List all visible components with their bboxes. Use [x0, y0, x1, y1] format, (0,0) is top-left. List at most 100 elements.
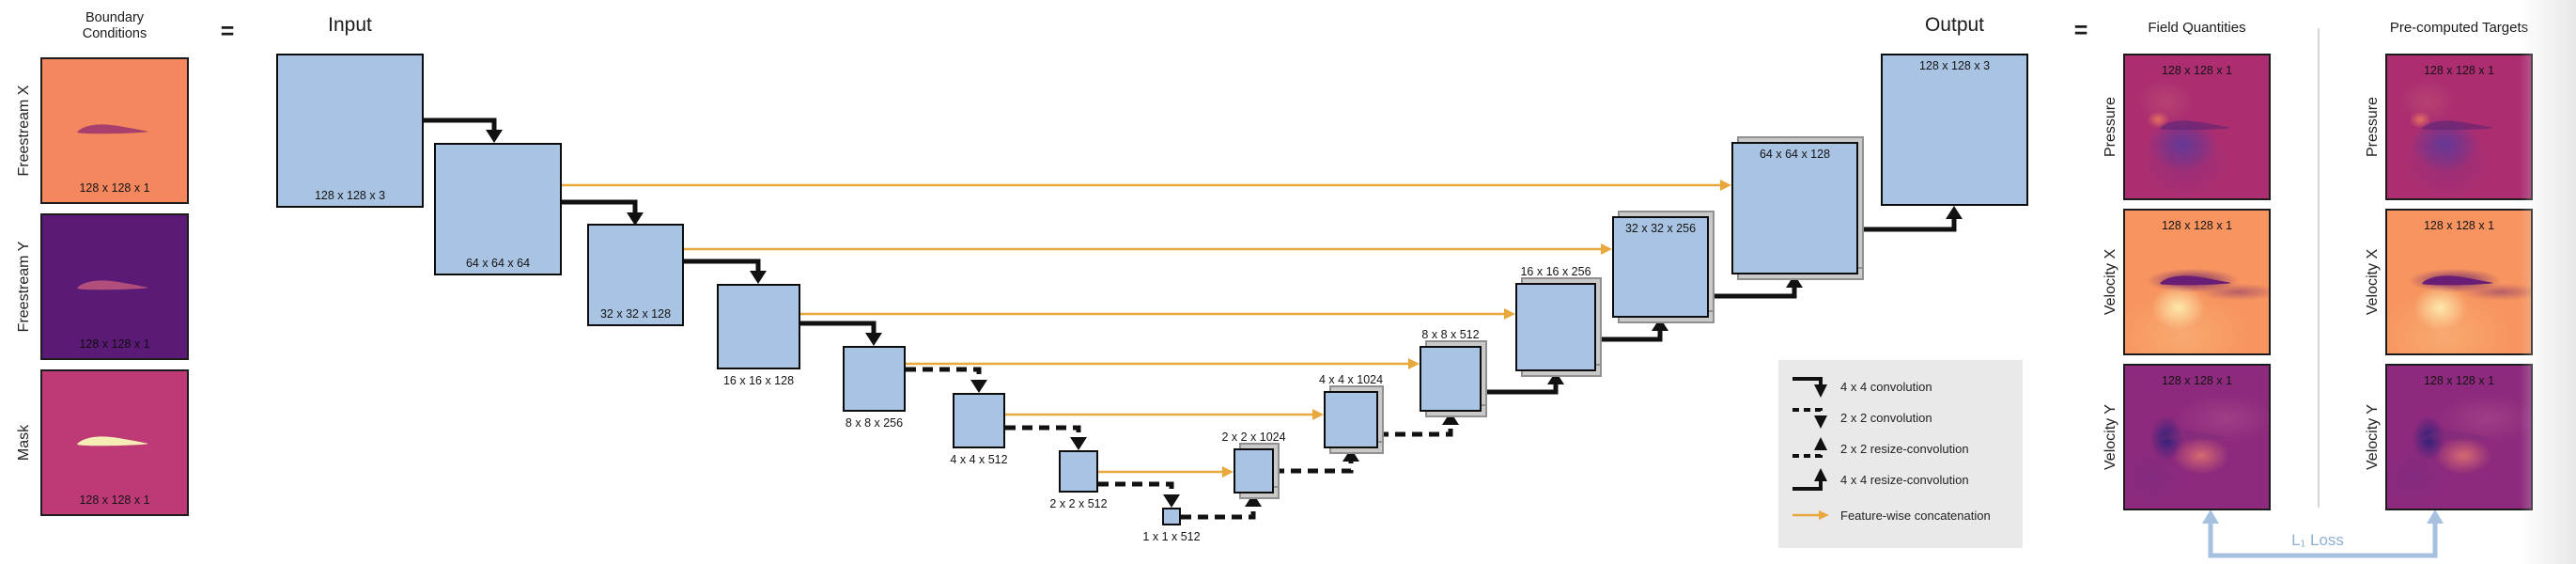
block-face: [587, 224, 684, 326]
unet-block-16x16x256: 16 x 16 x 256: [1515, 265, 1602, 377]
unet-block-64x64x128: 64 x 64 x 128: [1731, 136, 1864, 280]
legend-label: 4 x 4 convolution: [1840, 379, 1932, 394]
legend-item-4x4-convolution: 4 x 4 convolution: [1790, 372, 2023, 400]
legend-box: 4 x 4 convolution 2 x 2 convolution 2 x …: [1778, 360, 2023, 548]
unet-block-4x4x512: 4 x 4 x 512: [950, 393, 1008, 466]
solid-up-arrow-icon: [1792, 468, 1827, 491]
legend-item-2x2-resize-convolution: 2 x 2 resize-convolution: [1790, 434, 2023, 462]
block-dims: 4 x 4 x 1024: [1318, 373, 1384, 386]
unet-block-8x8x512: 8 x 8 x 512: [1420, 328, 1487, 417]
block-dims: 64 x 64 x 128: [1759, 148, 1831, 161]
block-dims: 32 x 32 x 128: [599, 307, 672, 321]
block-face: [1059, 450, 1098, 493]
block-face: [1881, 54, 2028, 206]
unet-block-4x4x1024: 4 x 4 x 1024: [1319, 373, 1384, 454]
unet-block-1x1x512: 1 x 1 x 512: [1142, 508, 1201, 543]
block-face: [1324, 391, 1378, 448]
tile-dims: 128 x 128 x 1: [2423, 64, 2495, 77]
block-face: [843, 346, 906, 412]
block-dims: 4 x 4 x 512: [950, 453, 1008, 466]
airfoil-silhouette: [2421, 430, 2492, 440]
tile-dims: 128 x 128 x 1: [79, 337, 150, 351]
legend-label: 2 x 2 convolution: [1840, 410, 1932, 425]
tile-dims: 128 x 128 x 1: [2161, 374, 2233, 387]
legend-label: Feature-wise concatenation: [1840, 508, 1991, 523]
legend-label: 2 x 2 resize-convolution: [1840, 441, 1969, 456]
precomputed-targets-header: Pre-computed Targets: [2389, 20, 2529, 36]
pt-velocity-x-label: Velocity X: [2365, 248, 2381, 316]
freestream-x-tile: 128 x 128 x 1: [40, 57, 189, 204]
freestream-y-label: Freestream Y: [16, 241, 32, 333]
block-dims: 64 x 64 x 64: [465, 257, 531, 270]
airfoil-silhouette: [2159, 119, 2230, 130]
block-face: [953, 393, 1005, 448]
block-dims: 16 x 16 x 128: [722, 374, 795, 387]
l1-loss-label: L₁ Loss: [2291, 531, 2344, 549]
tile-dims: 128 x 128 x 1: [79, 181, 150, 195]
boundary-conditions-line1: Boundary: [85, 10, 145, 25]
airfoil-silhouette: [2421, 119, 2492, 130]
block-dims: 128 x 128 x 3: [1918, 59, 1991, 72]
tile-dims: 128 x 128 x 1: [2423, 374, 2495, 387]
mask-tile: 128 x 128 x 1: [40, 369, 189, 516]
tile-dims: 128 x 128 x 1: [2161, 219, 2233, 232]
block-face: [1162, 508, 1181, 525]
pt-pressure-label: Pressure: [2365, 96, 2381, 158]
block-face: [434, 143, 562, 275]
block-dims: 8 x 8 x 512: [1421, 328, 1480, 341]
legend-item-feature-wise-concatenation: Feature-wise concatenation: [1790, 501, 2023, 529]
fq-pressure-label: Pressure: [2103, 96, 2118, 158]
block-dims: 128 x 128 x 3: [314, 189, 386, 202]
equals-sign-left: =: [220, 18, 235, 45]
fq-velocity-x-tile: 128 x 128 x 1: [2123, 209, 2271, 355]
unet-block-16x16x128: 16 x 16 x 128: [717, 284, 800, 387]
airfoil-silhouette: [76, 435, 148, 446]
unet-block-input-128x128x3: 128 x 128 x 3: [276, 54, 424, 208]
block-dims: 1 x 1 x 512: [1142, 530, 1201, 543]
unet-block-32x32x256: 32 x 32 x 256: [1612, 211, 1715, 323]
pt-velocity-x-tile: 128 x 128 x 1: [2385, 209, 2533, 355]
tile-dims: 128 x 128 x 1: [79, 494, 150, 507]
fq-velocity-x-label: Velocity X: [2103, 248, 2118, 316]
boundary-conditions-header: Boundary Conditions: [39, 10, 190, 42]
airfoil-silhouette: [2159, 430, 2230, 440]
block-dims: 32 x 32 x 256: [1624, 222, 1697, 235]
block-dims: 2 x 2 x 512: [1049, 497, 1108, 510]
orange-right-arrow-icon: [1792, 510, 1829, 520]
unet-block-64x64x64: 64 x 64 x 64: [434, 143, 562, 275]
pt-velocity-y-tile: 128 x 128 x 1: [2385, 364, 2533, 510]
boundary-conditions-line2: Conditions: [82, 26, 147, 41]
block-face: [717, 284, 800, 369]
airfoil-silhouette: [76, 279, 148, 290]
block-face: [1234, 448, 1274, 494]
field-quantities-header: Field Quantities: [2148, 20, 2246, 36]
airfoil-silhouette: [2421, 274, 2492, 285]
tile-dims: 128 x 128 x 1: [2423, 219, 2495, 232]
block-face: [1612, 216, 1709, 318]
unet-block-2x2x1024: 2 x 2 x 1024: [1221, 431, 1286, 499]
dashed-up-arrow-icon: [1792, 437, 1827, 458]
airfoil-silhouette: [76, 123, 148, 133]
freestream-y-tile: 128 x 128 x 1: [40, 213, 189, 360]
legend-item-4x4-resize-convolution: 4 x 4 resize-convolution: [1790, 465, 2023, 494]
block-face: [276, 54, 424, 208]
block-face: [1420, 346, 1482, 412]
equals-sign-right: =: [2073, 17, 2088, 44]
tile-dims: 128 x 128 x 1: [2161, 64, 2233, 77]
input-title: Input: [328, 14, 372, 36]
output-title: Output: [1924, 14, 1985, 36]
unet-block-32x32x128: 32 x 32 x 128: [587, 224, 684, 326]
unet-block-2x2x512: 2 x 2 x 512: [1049, 450, 1108, 510]
pt-velocity-y-label: Velocity Y: [2365, 404, 2381, 470]
fq-pressure-tile: 128 x 128 x 1: [2123, 54, 2271, 200]
block-dims: 16 x 16 x 256: [1520, 265, 1591, 278]
legend-label: 4 x 4 resize-convolution: [1840, 472, 1969, 487]
dashed-down-arrow-icon: [1792, 408, 1827, 429]
freestream-x-label: Freestream X: [16, 85, 32, 177]
mask-label: Mask: [16, 424, 32, 462]
block-face: [1731, 142, 1858, 274]
fq-velocity-y-tile: 128 x 128 x 1: [2123, 364, 2271, 510]
fq-velocity-y-label: Velocity Y: [2103, 404, 2118, 470]
block-dims: 2 x 2 x 1024: [1221, 431, 1286, 444]
